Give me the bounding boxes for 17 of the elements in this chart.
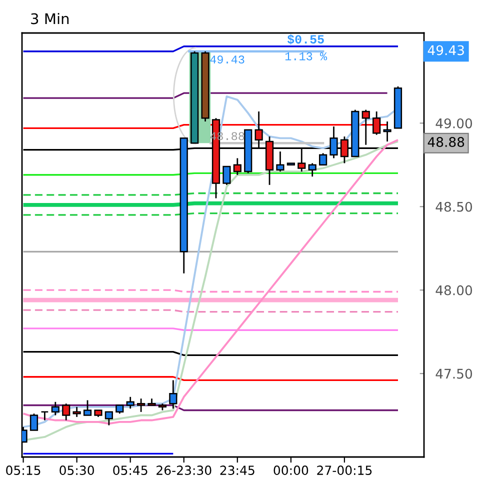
x-tick-label: 05:30 [60,466,94,476]
chart-title: 3 Min [31,12,69,24]
x-tick-label: 00:00 [274,466,308,476]
y-tick-label: 48.50 [436,202,472,212]
ref-line-label: 49.43 [210,55,244,64]
x-tick-label: 05:15 [6,466,40,476]
annotation: $0.55 [287,34,324,44]
text: 48.88 [428,137,464,147]
y-tick-label: 47.50 [436,368,472,379]
y-tick-label: 48.00 [436,285,472,296]
x-tick-label: 05:45 [113,466,148,476]
text: 49.43 [428,45,464,56]
y-tick-label: 49.00 [436,118,472,128]
annotation: 1.13 % [285,52,328,60]
x-tick-label: 26-23:30 [156,466,212,476]
x-tick-label: 23:45 [220,466,254,476]
x-tick-label: 27-00:15 [317,466,372,476]
